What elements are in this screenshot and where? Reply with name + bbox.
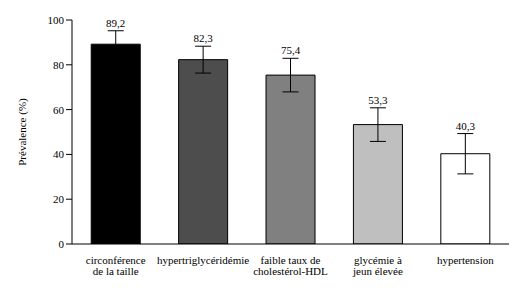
svg-text:hypertriglycéridémie: hypertriglycéridémie (157, 254, 249, 266)
svg-text:53,3: 53,3 (368, 94, 388, 106)
svg-text:100: 100 (48, 14, 65, 26)
svg-text:0: 0 (59, 238, 65, 250)
svg-text:75,4: 75,4 (281, 44, 301, 56)
svg-text:Prévalence (%): Prévalence (%) (16, 98, 29, 166)
svg-text:82,3: 82,3 (194, 32, 214, 44)
svg-text:glycémie àjeun élevée: glycémie àjeun élevée (352, 254, 403, 277)
svg-text:40,3: 40,3 (456, 120, 476, 132)
svg-text:60: 60 (53, 104, 65, 116)
svg-text:80: 80 (53, 59, 65, 71)
svg-text:faible taux decholestérol-HDL: faible taux decholestérol-HDL (253, 254, 328, 277)
svg-text:89,2: 89,2 (106, 17, 125, 29)
svg-text:hypertension: hypertension (437, 254, 494, 266)
svg-text:40: 40 (53, 148, 65, 160)
svg-text:20: 20 (53, 193, 65, 205)
svg-text:circonférencede la taille: circonférencede la taille (86, 254, 146, 277)
